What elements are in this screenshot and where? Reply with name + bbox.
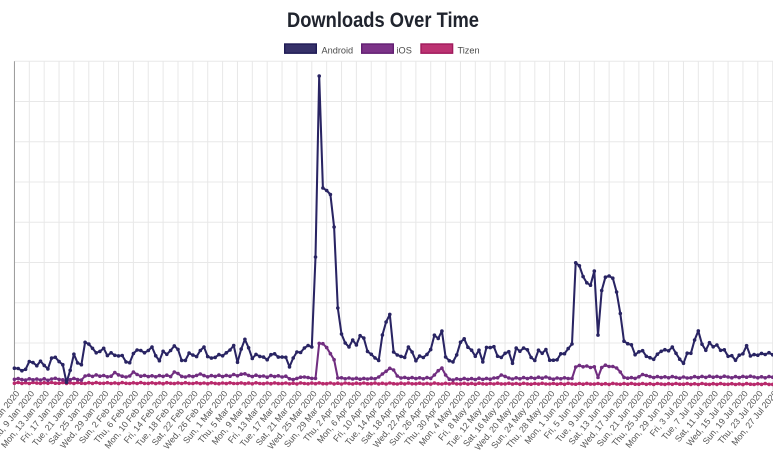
svg-text:Tizen: Tizen	[458, 45, 480, 55]
svg-text:Android: Android	[322, 45, 354, 55]
svg-text:iOS: iOS	[397, 45, 412, 55]
svg-text:Downloads Over Time: Downloads Over Time	[287, 8, 479, 32]
